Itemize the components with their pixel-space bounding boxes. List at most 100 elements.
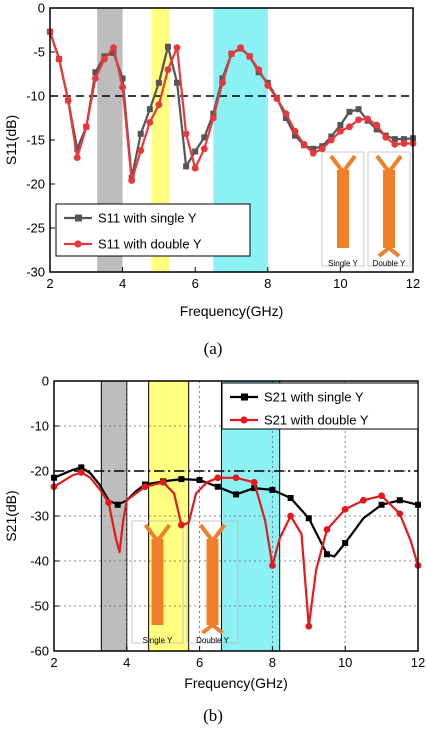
series-1-point	[282, 115, 289, 121]
series-1-point	[78, 464, 85, 471]
series-2-point	[282, 110, 290, 117]
inset-background	[320, 150, 412, 270]
panel-b: Single Y Double Y 2 4 6 8 10 12 0 -10 -20 -30 -40 -50…	[3, 374, 425, 726]
series-1-point	[146, 106, 153, 113]
series-2-point	[255, 66, 263, 73]
panel-caption: (a)	[204, 339, 223, 358]
series-1-point	[324, 551, 330, 558]
x-tick-label: 6	[192, 276, 199, 291]
antenna-strip	[337, 170, 349, 248]
y-axis-label: S21(dB)	[3, 490, 19, 541]
series-2-point	[159, 478, 167, 486]
series-1-point	[74, 145, 81, 152]
series-2-point	[378, 492, 385, 500]
series-2-point	[346, 123, 353, 131]
series-2-point	[396, 510, 404, 518]
series-2-point	[327, 136, 335, 144]
series-1-point	[355, 106, 362, 113]
series-2-point	[360, 496, 367, 504]
y-arm-left	[375, 154, 391, 174]
series-1-point	[155, 79, 162, 86]
antenna-inset: Single Y Double Y	[320, 150, 412, 270]
legend-label: S21 with single Y	[264, 390, 364, 405]
legend-box	[55, 203, 251, 257]
y-tick-label: 0	[42, 374, 49, 389]
series-1-point	[201, 134, 208, 141]
antenna-strip	[206, 539, 219, 625]
legend-swatch-marker	[241, 393, 248, 401]
series-2-point	[309, 149, 317, 157]
series-1-point	[373, 126, 380, 133]
series-2-point	[146, 119, 154, 126]
y-arm-bottom-left	[201, 623, 214, 635]
legend-label: S11 with single Y	[98, 211, 197, 226]
series-1-point	[92, 69, 99, 76]
y-axis-label: S11(dB)	[3, 115, 19, 165]
x-tick-label: 12	[406, 276, 420, 291]
y-tick-label: -30	[26, 265, 45, 280]
series-2-point	[228, 50, 235, 58]
series-1-point	[287, 495, 294, 501]
series-2-point	[250, 478, 258, 486]
substrate-outline	[186, 520, 239, 644]
inset-label-single: Single Y	[328, 259, 358, 268]
series-2-point	[373, 121, 381, 129]
y-arm-left	[198, 523, 215, 543]
series-2-point	[341, 505, 349, 513]
series-2-point	[209, 114, 217, 122]
legend: S21 with single Y S21 with double Y	[221, 382, 419, 430]
series-2-point	[82, 123, 90, 131]
series-1-point	[219, 75, 226, 82]
panel-a: Single Y Double Y 2 4 6 8 10 12 0 -5 -10 -15 -20 -25 -…	[3, 1, 420, 359]
legend-box	[221, 382, 419, 430]
x-axis-label: Frequency(GHz)	[180, 303, 283, 319]
y-tick-label: -25	[26, 221, 45, 236]
legend-swatch-marker	[74, 240, 82, 248]
y-tick-label: -50	[30, 599, 49, 614]
series-2-point	[219, 79, 226, 87]
series-2-point	[382, 133, 390, 141]
series-2-point	[55, 55, 63, 63]
x-axis-label: Frequency(GHz)	[184, 675, 287, 691]
substrate-outline	[131, 520, 184, 644]
antenna-inset: Single Y Double Y	[131, 520, 239, 645]
legend-swatch-marker	[240, 416, 248, 424]
series-2-point	[364, 115, 372, 123]
y-tick-label: -15	[26, 133, 45, 148]
series-1-point	[337, 122, 344, 129]
series-2-point	[73, 154, 81, 162]
series-1-point	[400, 136, 407, 143]
series-2-point	[182, 130, 190, 138]
legend-label: S21 with double Y	[264, 413, 369, 428]
series-2-point	[300, 141, 308, 148]
inset-label-double: Double Y	[196, 636, 229, 645]
x-tick-label: 8	[269, 655, 276, 670]
series-2-point	[287, 512, 294, 520]
legend: S11 with single Y S11 with double Y	[55, 203, 251, 257]
y-tick-label: -40	[30, 554, 49, 569]
series-1-point	[378, 501, 385, 508]
y-tick-label: -20	[26, 177, 45, 192]
series-2-point	[137, 147, 145, 154]
y-tick-label: -10	[26, 89, 45, 104]
series-1-point	[192, 148, 199, 155]
series-1-point	[269, 486, 276, 493]
substrate-outline	[367, 151, 411, 267]
series-2-point	[318, 145, 326, 153]
series-1-point	[396, 497, 403, 504]
inset-label-double: Double Y	[373, 259, 406, 268]
series-1-point	[137, 130, 144, 137]
series-2-point	[391, 141, 399, 148]
series-2-point	[232, 474, 240, 482]
legend-label: S11 with double Y	[98, 237, 202, 252]
series-2-point	[355, 116, 362, 124]
x-tick-label: 6	[196, 655, 203, 670]
panel-caption: (b)	[203, 706, 223, 725]
y-arm-bottom-right	[387, 246, 401, 258]
series-2-point	[214, 474, 222, 482]
series-2-point	[64, 97, 72, 104]
x-tick-label: 12	[411, 655, 425, 670]
series-2-point	[337, 127, 344, 135]
series-2-point	[155, 101, 163, 109]
